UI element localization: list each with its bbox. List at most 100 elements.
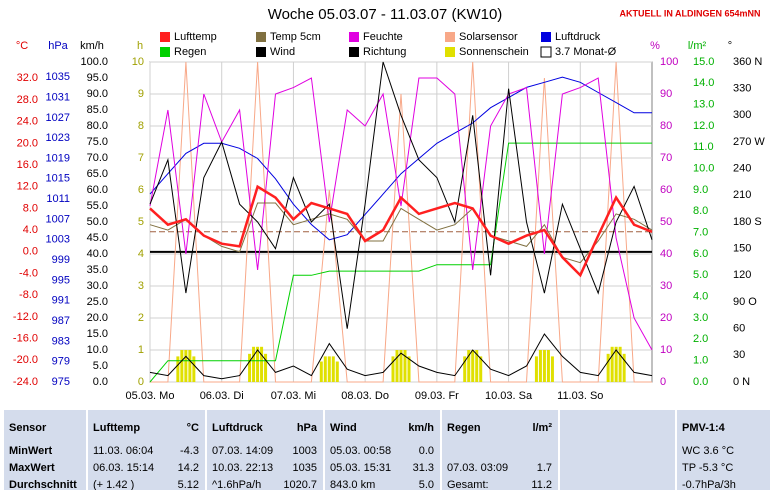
bar [538, 350, 542, 382]
legend-swatch [349, 47, 359, 57]
y-tick-label: 300 [733, 109, 751, 121]
y-tick-label: 10.0 [693, 163, 714, 175]
y-tick-label: -8.0 [19, 289, 38, 301]
y-tick-label: 10.0 [87, 344, 108, 356]
y-tick-label: 14.0 [693, 77, 714, 89]
y-tick-label: 12.0 [693, 120, 714, 132]
axis-unit: l/m² [688, 40, 707, 52]
y-tick-label: 90 O [733, 296, 757, 308]
series-line [149, 184, 653, 278]
table-cell [560, 477, 675, 490]
legend-swatch [445, 47, 455, 57]
x-tick-label: 06.03. Di [200, 390, 244, 402]
bar [542, 350, 546, 382]
table-column: Lufttemp °C 11.03. 06:04 -4.3 06.03. 15:14 14… [88, 410, 205, 490]
cell-value: hPa [296, 422, 317, 434]
legend-swatch [541, 32, 551, 42]
table-cell: MaxWert [4, 460, 86, 477]
y-tick-label: 50 [660, 216, 672, 228]
y-tick-label: 32.0 [17, 72, 38, 84]
bar [403, 350, 407, 382]
y-tick-label: 6.0 [693, 248, 708, 260]
y-tick-label: 983 [52, 335, 70, 347]
bar [550, 356, 554, 382]
cell-value: 14.2 [177, 462, 199, 474]
y-tick-label: 1003 [46, 234, 70, 246]
cell-value: -4.3 [180, 445, 199, 457]
table-column [560, 410, 675, 490]
y-tick-label: 90.0 [87, 88, 108, 100]
y-tick-label: 11.0 [693, 141, 714, 153]
cell-value: 0.0 [418, 445, 434, 457]
y-tick-label: 85.0 [87, 104, 108, 116]
cell-value: 5.12 [177, 479, 199, 490]
y-tick-label: 1 [138, 344, 144, 356]
x-tick-label: 10.03. Sa [485, 390, 533, 402]
y-tick-label: 10 [660, 344, 672, 356]
bar [475, 350, 479, 382]
y-tick-label: 0.0 [23, 246, 38, 258]
y-tick-label: 5.0 [93, 360, 108, 372]
table-cell: (+ 1.42 ) 5.12 [88, 477, 205, 490]
chart: Woche 05.03.07 - 11.03.07 (KW10) AKTUELL… [13, 6, 765, 402]
y-tick-label: 9.0 [693, 184, 708, 196]
bar [260, 346, 264, 382]
cell-text: 06.03. 15:14 [93, 462, 155, 474]
table-cell [560, 420, 675, 437]
y-tick-label: 100.0 [80, 56, 108, 68]
y-tick-label: 120 [733, 269, 751, 281]
cell-value: °C [186, 422, 199, 434]
y-tick-label: 995 [52, 274, 70, 286]
y-tick-label: 3 [138, 280, 144, 292]
cell-text: (+ 1.42 ) [93, 479, 135, 490]
series-line [149, 333, 653, 380]
cell-value: 1.7 [536, 462, 552, 474]
bar [610, 346, 614, 382]
legend-label: Temp 5cm [270, 31, 321, 43]
y-tick-label: -20.0 [13, 354, 38, 366]
y-tick-label: 40.0 [87, 248, 108, 260]
cell-text: WC 3.6 °C [682, 445, 735, 457]
bar [264, 353, 268, 382]
table-cell: PMV-1:4 [677, 420, 770, 437]
y-tick-label: 150 [733, 243, 751, 255]
table-cell [560, 460, 675, 477]
legend-label: Regen [174, 46, 206, 58]
y-tick-label: 60 [660, 184, 672, 196]
y-tick-label: 70.0 [87, 152, 108, 164]
cell-text: MinWert [9, 445, 53, 457]
bar [256, 346, 260, 382]
y-tick-label: 80 [660, 120, 672, 132]
x-tick-label: 08.03. Do [341, 390, 389, 402]
cell-text: 05.03. 15:31 [330, 462, 392, 474]
bar [467, 350, 471, 382]
table-cell: Wind km/h [325, 420, 440, 437]
table-cell: ^1.6hPa/h 1020.7 [207, 477, 323, 490]
bar [614, 346, 618, 382]
axis-unit: km/h [80, 40, 104, 52]
legend-swatch [160, 32, 170, 42]
y-tick-label: 1015 [46, 173, 70, 185]
y-tick-label: 20 [660, 312, 672, 324]
bar [395, 350, 399, 382]
legend-label: Feuchte [363, 31, 403, 43]
table-column: Regen l/m² 07.03. 03:09 1.7 Gesamt: 11.2 [442, 410, 558, 490]
table-cell: 06.03. 15:14 14.2 [88, 460, 205, 477]
y-tick-label: 2 [138, 312, 144, 324]
y-tick-label: 30 [733, 349, 745, 361]
y-tick-label: 80.0 [87, 120, 108, 132]
series-line [149, 142, 652, 383]
cell-text: Sensor [9, 422, 47, 434]
table-cell: 843.0 km 5.0 [325, 477, 440, 490]
legend-label: Solarsensor [459, 31, 518, 43]
y-tick-label: 55.0 [87, 200, 108, 212]
y-tick-label: 6 [138, 184, 144, 196]
y-tick-label: 7.0 [693, 227, 708, 239]
y-tick-label: 20.0 [17, 137, 38, 149]
cell-value: 11.2 [531, 479, 552, 490]
table-cell: 05.03. 00:58 0.0 [325, 443, 440, 460]
table-cell: Lufttemp °C [88, 420, 205, 437]
cell-text: 07.03. 14:09 [212, 445, 274, 457]
y-tick-label: 9 [138, 88, 144, 100]
